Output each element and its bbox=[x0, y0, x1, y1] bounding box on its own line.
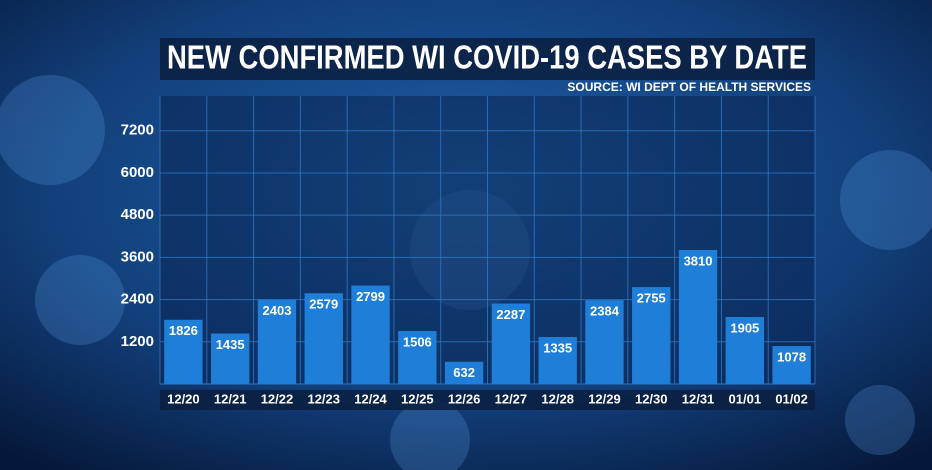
x-tick-label: 12/24 bbox=[354, 391, 387, 406]
bar bbox=[772, 346, 811, 384]
x-tick-label: 01/01 bbox=[729, 391, 762, 406]
x-tick-label: 12/27 bbox=[495, 391, 528, 406]
x-tick-label: 12/21 bbox=[214, 391, 247, 406]
y-tick-label: 6000 bbox=[121, 164, 154, 181]
value-label: 1078 bbox=[777, 350, 806, 365]
x-tick-label: 01/02 bbox=[775, 391, 808, 406]
bar bbox=[538, 337, 577, 384]
value-label: 2755 bbox=[637, 291, 666, 306]
value-label: 2384 bbox=[590, 304, 620, 319]
value-label: 2579 bbox=[309, 297, 338, 312]
x-tick-label: 12/22 bbox=[261, 391, 294, 406]
chart-title: NEW CONFIRMED WI COVID-19 CASES BY DATE bbox=[167, 39, 807, 76]
value-label: 2799 bbox=[356, 289, 385, 304]
y-tick-label: 4800 bbox=[121, 206, 154, 223]
x-tick-label: 12/23 bbox=[307, 391, 340, 406]
x-tick-label: 12/29 bbox=[588, 391, 621, 406]
value-label: 2403 bbox=[263, 303, 292, 318]
bar bbox=[491, 303, 531, 384]
bar bbox=[210, 333, 250, 384]
value-label: 1905 bbox=[730, 320, 759, 335]
y-tick-label: 1200 bbox=[121, 333, 154, 350]
bar bbox=[304, 293, 343, 384]
x-tick-label: 12/31 bbox=[682, 391, 715, 406]
value-label: 1826 bbox=[169, 323, 198, 338]
x-axis-strip bbox=[160, 390, 815, 410]
bar bbox=[444, 361, 484, 384]
bar bbox=[257, 299, 297, 384]
bar bbox=[398, 331, 437, 384]
y-tick-label: 2400 bbox=[121, 291, 154, 308]
x-tick-label: 12/30 bbox=[635, 391, 668, 406]
virus-decoration bbox=[0, 75, 932, 470]
chart-subtitle: SOURCE: WI DEPT OF HEALTH SERVICES bbox=[567, 80, 811, 94]
y-tick-label: 7200 bbox=[121, 122, 154, 139]
x-tick-label: 12/25 bbox=[401, 391, 434, 406]
bar bbox=[678, 249, 718, 384]
value-label: 3810 bbox=[684, 253, 713, 268]
bar bbox=[585, 300, 624, 384]
x-tick-label: 12/28 bbox=[541, 391, 574, 406]
value-label: 1435 bbox=[216, 337, 245, 352]
title-box bbox=[160, 38, 815, 80]
value-label: 632 bbox=[453, 365, 475, 380]
x-tick-label: 12/20 bbox=[167, 391, 200, 406]
y-tick-label: 3600 bbox=[121, 248, 154, 265]
value-label: 1335 bbox=[543, 340, 572, 355]
x-tick-label: 12/26 bbox=[448, 391, 481, 406]
bar bbox=[164, 319, 203, 384]
value-label: 1506 bbox=[403, 334, 432, 349]
bar bbox=[632, 287, 671, 384]
value-label: 2287 bbox=[496, 307, 525, 322]
bar bbox=[725, 316, 765, 384]
bar bbox=[351, 285, 390, 384]
